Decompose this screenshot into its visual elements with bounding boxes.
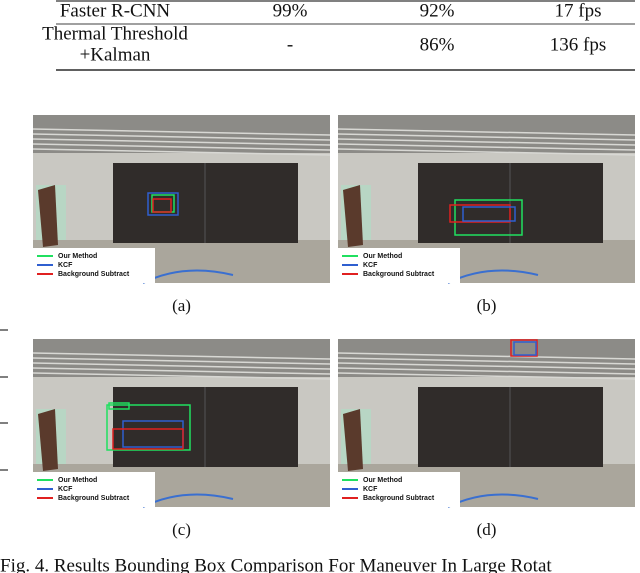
legend-label: KCF	[363, 486, 378, 493]
stand	[38, 185, 58, 247]
pipe	[337, 372, 636, 380]
subfigure-label: (a)	[172, 296, 191, 315]
table-cell: +Kalman	[80, 44, 151, 65]
bounding-box	[152, 198, 172, 213]
photo: Our Method KCF Background Subtract	[337, 339, 636, 508]
legend-label: Our Method	[58, 253, 97, 260]
pipe	[337, 128, 636, 136]
table-cell: 99%	[273, 0, 308, 21]
pipe	[337, 352, 636, 360]
legend-label: Our Method	[58, 477, 97, 484]
legend-box	[33, 472, 155, 507]
bounding-box	[108, 402, 130, 410]
legend-label: Background Subtract	[363, 495, 435, 502]
legend-label: Our Method	[363, 477, 402, 484]
pipe	[32, 128, 331, 136]
stand	[343, 185, 363, 247]
pipe	[32, 138, 331, 146]
pipe	[337, 143, 636, 151]
margin-marks	[0, 329, 8, 471]
legend-label: KCF	[363, 262, 378, 269]
pipe	[337, 138, 636, 146]
table-cell: 136 fps	[550, 34, 606, 55]
stand	[343, 409, 363, 471]
pipe	[32, 133, 331, 141]
bounding-box	[147, 192, 179, 216]
legend-label: Background Subtract	[58, 271, 130, 278]
subfigure-label: (c)	[172, 520, 191, 539]
pipe	[32, 357, 331, 365]
table-cell: Faster R-CNN	[60, 0, 171, 21]
pipe	[337, 362, 636, 370]
legend-box	[338, 248, 460, 283]
bounding-box	[112, 428, 184, 450]
pipe	[337, 148, 636, 156]
legend-label: Background Subtract	[363, 271, 435, 278]
subfigure-label: (d)	[477, 520, 497, 539]
legend-label: KCF	[58, 486, 73, 493]
legend-box	[338, 472, 460, 507]
photo: Our Method KCF Background Subtract	[337, 115, 636, 284]
pipe	[32, 352, 331, 360]
legend-label: Background Subtract	[58, 495, 130, 502]
legend-label: KCF	[58, 262, 73, 269]
pipe	[337, 357, 636, 365]
pipe	[32, 143, 331, 151]
bounding-box	[513, 341, 537, 356]
legend-box	[33, 248, 155, 283]
pipe	[32, 372, 331, 380]
subfigure-label: (b)	[477, 296, 497, 315]
bounding-box	[449, 204, 511, 223]
table-cell: 17 fps	[555, 0, 602, 21]
pipe	[32, 367, 331, 375]
stand	[38, 409, 58, 471]
photo: Our Method KCF Background Subtract	[32, 339, 331, 508]
bounding-box	[510, 339, 538, 357]
table-cell: 92%	[420, 0, 455, 21]
bounding-box	[462, 206, 516, 222]
pipe	[337, 367, 636, 375]
table-cell: Thermal Threshold	[42, 23, 188, 44]
legend-label: Our Method	[363, 253, 402, 260]
photo: Our Method KCF Background Subtract	[32, 115, 331, 284]
table-cell: 86%	[420, 34, 455, 55]
bounding-box	[454, 199, 523, 236]
pipe	[32, 362, 331, 370]
pipe	[337, 133, 636, 141]
table-cell: -	[287, 34, 293, 55]
pipe	[32, 148, 331, 156]
caption: Fig. 4. Results Bounding Box Comparison …	[0, 555, 552, 573]
bounding-box	[106, 404, 191, 451]
